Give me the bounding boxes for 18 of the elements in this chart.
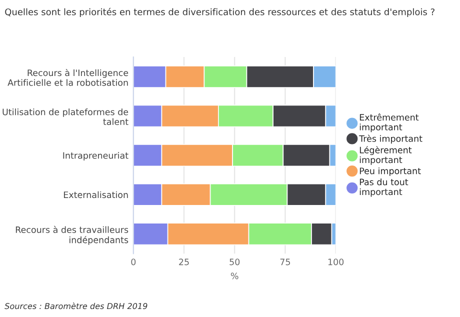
y-tick-label: Recours à des travailleurs indépendants (16, 226, 128, 245)
x-tick-label: 0 (131, 258, 136, 266)
legend-label: Légèrement important (360, 146, 412, 165)
x-tick-label: 100 (328, 258, 344, 266)
chart-title: Quelles sont les priorités en termes de diversification des ressources et des statuts d'emplois ? (5, 8, 434, 18)
legend-label: Extrêmement important (360, 114, 419, 132)
y-tick-label: Intrapreneuriat (63, 152, 128, 160)
y-tick-label: Recours à l'Intelligence Artificielle et la robotisation (8, 68, 128, 86)
y-tick-label: Externalisation (64, 191, 128, 198)
source-note: Sources : Baromètre des DRH 2019 (4, 302, 148, 310)
x-tick-label: 50 (230, 258, 240, 266)
legend-label: Peu important (360, 167, 421, 176)
legend-label: Très important (359, 134, 422, 144)
legend-label: Pas du tout important (360, 178, 408, 197)
x-tick-label: 75 (280, 258, 290, 266)
y-tick-label: Utilisation de plateformes de talent (2, 108, 128, 126)
x-axis-title: % (230, 272, 238, 280)
x-tick-label: 25 (179, 258, 189, 266)
